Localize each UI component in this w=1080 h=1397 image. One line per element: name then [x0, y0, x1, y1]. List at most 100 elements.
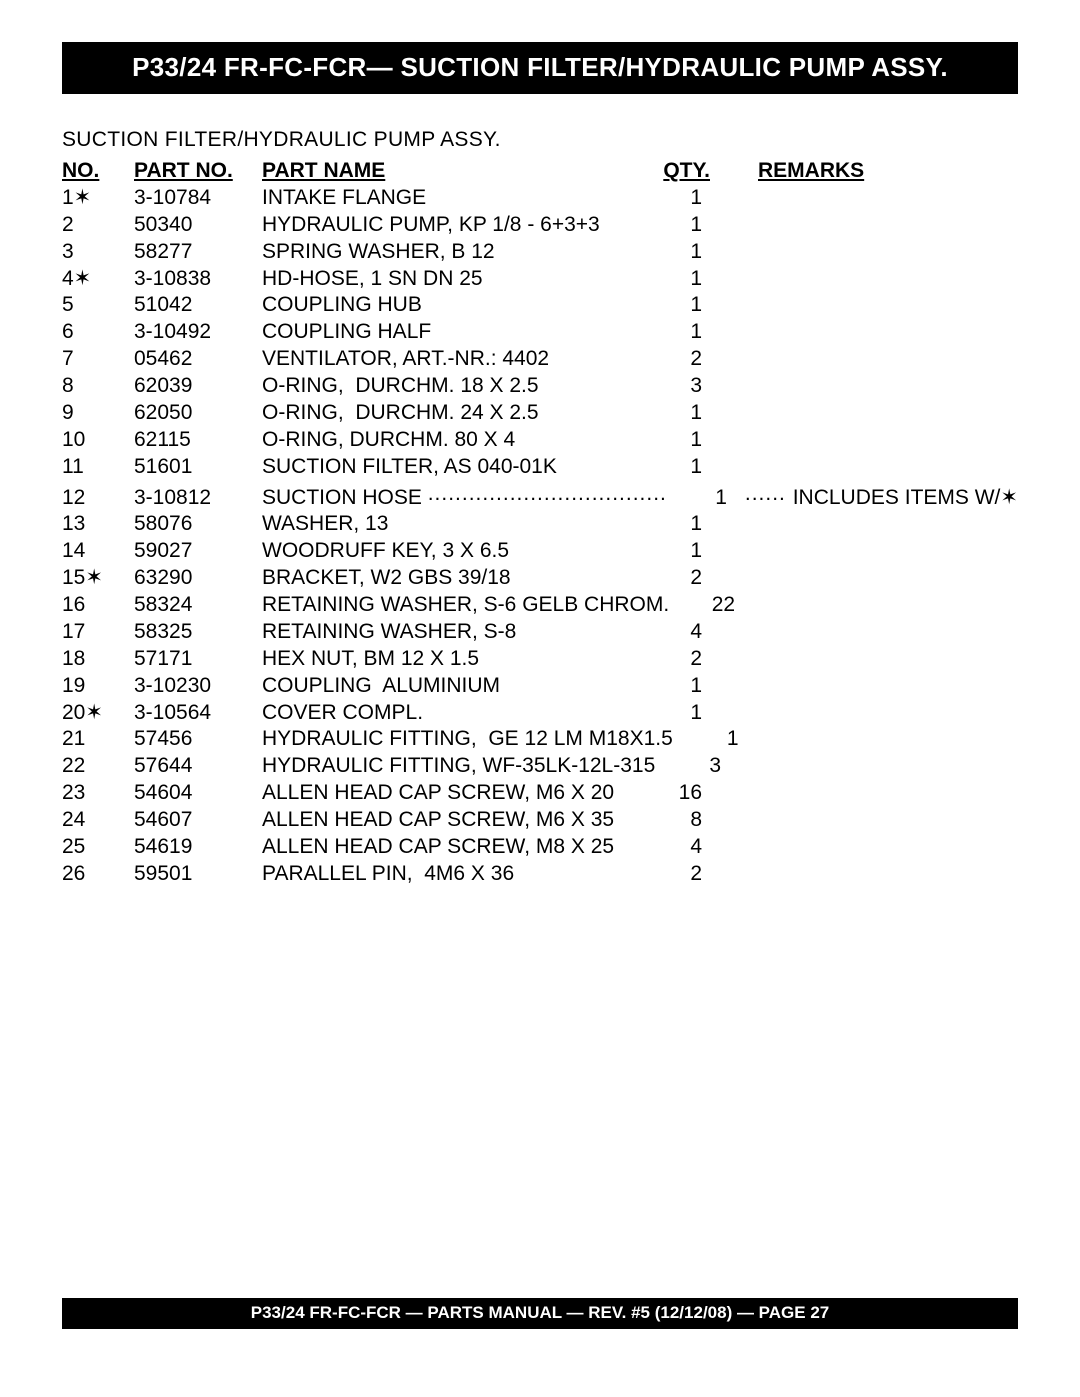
cell-partno: 3-10838 [134, 266, 262, 293]
cell-name-area: O-RING, DURCHM. 24 X 2.5 [262, 400, 642, 427]
cell-partno: 59501 [134, 861, 262, 888]
cell-partno: 57171 [134, 646, 262, 673]
table-header-row: NO. PART NO. PART NAME QTY. REMARKS [62, 158, 1018, 185]
cell-name-area: COUPLING ALUMINIUM [262, 673, 642, 700]
cell-partno: 62039 [134, 373, 262, 400]
cell-qty: 2 [642, 565, 712, 592]
cell-no: 7 [62, 346, 134, 373]
cell-partname: ALLEN HEAD CAP SCREW, M6 X 35 [262, 807, 620, 834]
cell-partname: O-RING, DURCHM. 18 X 2.5 [262, 373, 544, 400]
table-row: 1459027WOODRUFF KEY, 3 X 6.5 1 [62, 538, 1018, 565]
cell-partname: O-RING, DURCHM. 80 X 4 [262, 427, 521, 454]
table-row: 1758325RETAINING WASHER, S-8 4 [62, 619, 1018, 646]
cell-partname: VENTILATOR, ART.-NR.: 4402 [262, 346, 555, 373]
cell-no: 26 [62, 861, 134, 888]
cell-qty: 16 [642, 780, 712, 807]
header-no: NO. [62, 158, 134, 185]
page-title: P33/24 FR-FC-FCR— SUCTION FILTER/HYDRAUL… [132, 52, 948, 82]
cell-partname: HYDRAULIC FITTING, GE 12 LM M18X1.5 [262, 726, 679, 753]
cell-qty: 1 [642, 538, 712, 565]
cell-partno: 54619 [134, 834, 262, 861]
cell-partname: INTAKE FLANGE [262, 185, 432, 212]
cell-partname: WASHER, 13 [262, 511, 394, 538]
table-row: 2554619ALLEN HEAD CAP SCREW, M8 X 25 4 [62, 834, 1018, 861]
cell-name-area: SUCTION FILTER, AS 040-01K [262, 454, 642, 481]
cell-no: 2 [62, 212, 134, 239]
cell-qty: 1 [642, 319, 712, 346]
cell-partname: ALLEN HEAD CAP SCREW, M8 X 25 [262, 834, 620, 861]
table-row: 1658324RETAINING WASHER, S-6 GELB CHROM.… [62, 592, 1018, 619]
table-row: 15✶63290BRACKET, W2 GBS 39/18 2 [62, 565, 1018, 592]
header-remarks: REMARKS [712, 158, 1018, 185]
cell-qty: 8 [642, 807, 712, 834]
cell-no: 24 [62, 807, 134, 834]
cell-name-area: SUCTION HOSE [262, 481, 667, 512]
cell-partno: 3-10230 [134, 673, 262, 700]
cell-partname: SPRING WASHER, B 12 [262, 239, 500, 266]
header-partno: PART NO. [134, 158, 262, 185]
cell-no: 13 [62, 511, 134, 538]
cell-partno: 62050 [134, 400, 262, 427]
cell-qty: 1 [642, 266, 712, 293]
cell-name-area: ALLEN HEAD CAP SCREW, M6 X 35 [262, 807, 642, 834]
cell-no: 8 [62, 373, 134, 400]
cell-partname: SUCTION FILTER, AS 040-01K [262, 454, 563, 481]
cell-name-area: HEX NUT, BM 12 X 1.5 [262, 646, 642, 673]
cell-no: 3 [62, 239, 134, 266]
table-row: 2454607ALLEN HEAD CAP SCREW, M6 X 35 8 [62, 807, 1018, 834]
cell-partno: 51601 [134, 454, 262, 481]
cell-name-area: WASHER, 13 [262, 511, 642, 538]
cell-no: 20✶ [62, 700, 134, 727]
cell-partno: 58277 [134, 239, 262, 266]
table-row: 1062115O-RING, DURCHM. 80 X 4 1 [62, 427, 1018, 454]
cell-qty: 2 [642, 646, 712, 673]
cell-partname: SUCTION HOSE [262, 485, 428, 512]
cell-partname: HD-HOSE, 1 SN DN 25 [262, 266, 488, 293]
cell-partname: PARALLEL PIN, 4M6 X 36 [262, 861, 520, 888]
section-subtitle: SUCTION FILTER/HYDRAULIC PUMP ASSY. [62, 128, 1018, 152]
table-body: 1✶3-10784INTAKE FLANGE 1250340HYDRAULIC … [62, 185, 1018, 888]
cell-name-area: HD-HOSE, 1 SN DN 25 [262, 266, 642, 293]
table-row: 1857171HEX NUT, BM 12 X 1.5 2 [62, 646, 1018, 673]
cell-qty: 1 [642, 212, 712, 239]
table-row: 2257644HYDRAULIC FITTING, WF-35LK-12L-31… [62, 753, 1018, 780]
cell-qty: 1 [642, 400, 712, 427]
cell-no: 9 [62, 400, 134, 427]
cell-name-area: COUPLING HALF [262, 319, 642, 346]
cell-qty: 1 [667, 485, 737, 512]
cell-qty: 1 [642, 292, 712, 319]
cell-no: 10 [62, 427, 134, 454]
cell-name-area: COVER COMPL. [262, 700, 642, 727]
leader-dots [428, 481, 667, 504]
cell-partno: 3-10564 [134, 700, 262, 727]
cell-qty: 1 [642, 673, 712, 700]
cell-no: 16 [62, 592, 134, 619]
cell-partname: HEX NUT, BM 12 X 1.5 [262, 646, 485, 673]
table-row: 1✶3-10784INTAKE FLANGE 1 [62, 185, 1018, 212]
cell-qty: 2 [642, 346, 712, 373]
remarks-text: INCLUDES ITEMS W/✶ [787, 485, 1018, 512]
cell-partname: WOODRUFF KEY, 3 X 6.5 [262, 538, 515, 565]
cell-name-area: COUPLING HUB [262, 292, 642, 319]
cell-qty: 1 [642, 454, 712, 481]
cell-partno: 3-10784 [134, 185, 262, 212]
cell-partname: O-RING, DURCHM. 24 X 2.5 [262, 400, 544, 427]
cell-partname: HYDRAULIC PUMP, KP 1/8 - 6+3+3 [262, 212, 606, 239]
cell-partno: 62115 [134, 427, 262, 454]
table-row: 962050O-RING, DURCHM. 24 X 2.5 1 [62, 400, 1018, 427]
cell-no: 5 [62, 292, 134, 319]
cell-partname: BRACKET, W2 GBS 39/18 [262, 565, 516, 592]
page-title-bar: P33/24 FR-FC-FCR— SUCTION FILTER/HYDRAUL… [62, 42, 1018, 94]
cell-qty: 1 [642, 185, 712, 212]
table-row: 63-10492COUPLING HALF 1 [62, 319, 1018, 346]
cell-no: 15✶ [62, 565, 134, 592]
cell-no: 25 [62, 834, 134, 861]
cell-name-area: RETAINING WASHER, S-8 [262, 619, 642, 646]
cell-qty: 2 [642, 861, 712, 888]
cell-name-area: HYDRAULIC FITTING, GE 12 LM M18X1.5 [262, 726, 679, 753]
cell-partname: COVER COMPL. [262, 700, 429, 727]
cell-name-area: ALLEN HEAD CAP SCREW, M6 X 20 [262, 780, 642, 807]
header-partname: PART NAME [262, 158, 385, 185]
table-row: 250340HYDRAULIC PUMP, KP 1/8 - 6+3+3 1 [62, 212, 1018, 239]
cell-no: 6 [62, 319, 134, 346]
